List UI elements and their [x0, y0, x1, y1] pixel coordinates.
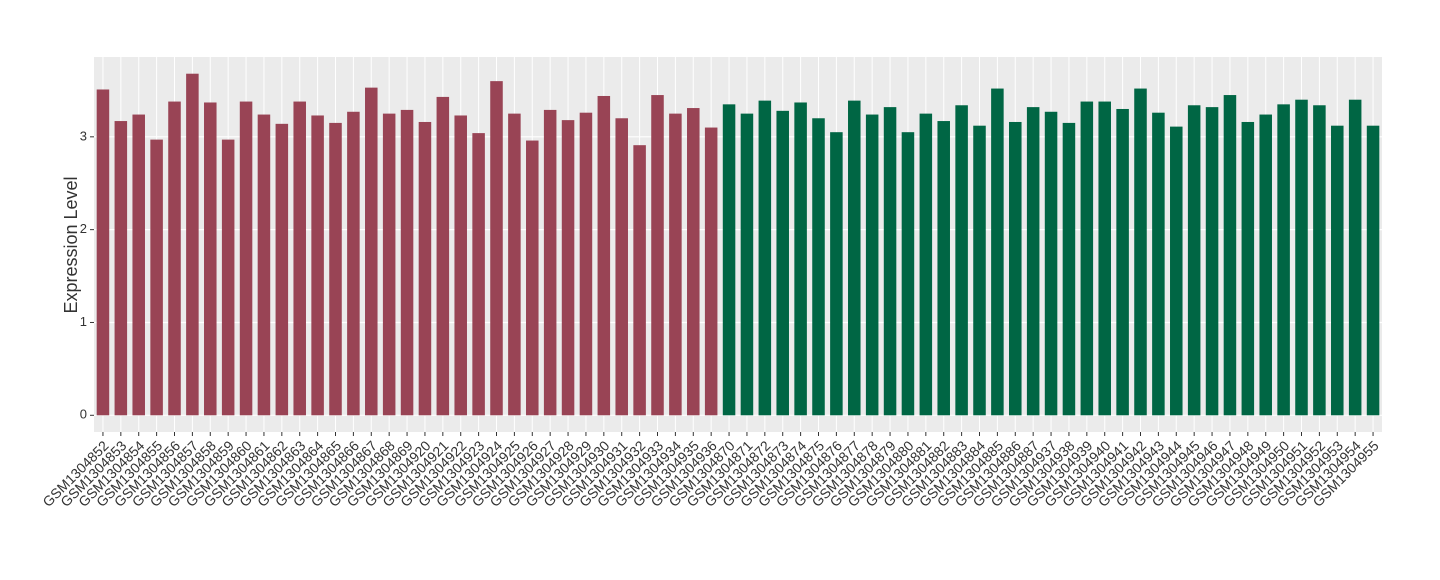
bar: [1295, 99, 1308, 416]
bar: [311, 115, 324, 416]
bar: [973, 125, 986, 416]
bar: [1331, 125, 1344, 416]
bar: [1098, 101, 1111, 416]
bar: [382, 113, 396, 416]
bar: [132, 114, 145, 416]
bar: [776, 110, 789, 416]
y-tick-label: 1: [80, 314, 87, 329]
bar: [651, 95, 664, 416]
bar: [400, 109, 414, 416]
bar: [1187, 105, 1201, 416]
bar: [1044, 111, 1058, 416]
bar: [740, 113, 754, 416]
bar: [1277, 104, 1290, 416]
y-tick-label: 0: [80, 407, 87, 422]
bar: [722, 104, 736, 416]
bar: [848, 100, 861, 416]
bar: [1170, 126, 1183, 416]
bar: [597, 95, 611, 416]
bar: [472, 133, 485, 416]
bar: [758, 100, 772, 416]
bar: [186, 73, 199, 416]
bar: [329, 122, 342, 416]
bar: [901, 132, 915, 416]
bar: [543, 109, 557, 416]
bar: [830, 132, 843, 416]
bar: [794, 102, 807, 416]
bar: [991, 88, 1004, 416]
bar: [704, 127, 718, 416]
bar: [865, 114, 879, 416]
bar: [508, 113, 521, 416]
y-tick-label: 2: [80, 221, 87, 236]
bar: [239, 101, 253, 416]
bar: [204, 102, 217, 416]
bar: [418, 121, 432, 416]
bar: [812, 118, 825, 416]
bar: [1080, 101, 1094, 416]
bar: [615, 118, 628, 416]
panel-background: [94, 57, 1382, 432]
bar: [669, 113, 682, 416]
bar: [1205, 107, 1219, 416]
bar: [1152, 112, 1165, 416]
bar: [347, 111, 360, 416]
y-axis-title: Expression Level: [61, 176, 81, 313]
bar: [1348, 99, 1362, 416]
bar: [168, 101, 181, 416]
bar: [1009, 121, 1022, 416]
bar: [1241, 121, 1255, 416]
bar: [1062, 122, 1076, 416]
bar: [221, 139, 235, 416]
bar: [526, 140, 539, 416]
bar: [883, 107, 897, 416]
bar: [293, 101, 306, 416]
bar: [436, 96, 450, 416]
bar: [1116, 108, 1129, 416]
bar: [633, 145, 646, 416]
bar: [150, 139, 163, 416]
bar: [365, 87, 378, 416]
bar: [1223, 95, 1237, 416]
bar: [1259, 114, 1272, 416]
bar: [1313, 105, 1326, 416]
bar: [275, 123, 289, 416]
bar: [579, 112, 593, 416]
bar: [1026, 107, 1040, 416]
bar: [937, 121, 950, 416]
bar: [1366, 125, 1380, 416]
bar: [454, 115, 467, 416]
bar: [114, 121, 128, 416]
bar: [919, 113, 933, 416]
bar: [490, 81, 503, 416]
bar: [561, 120, 575, 416]
bar: [1134, 88, 1147, 416]
bar: [257, 114, 271, 416]
y-tick-label: 3: [80, 128, 87, 143]
bar: [955, 105, 968, 416]
bar: [687, 108, 700, 416]
bar: [96, 89, 110, 416]
